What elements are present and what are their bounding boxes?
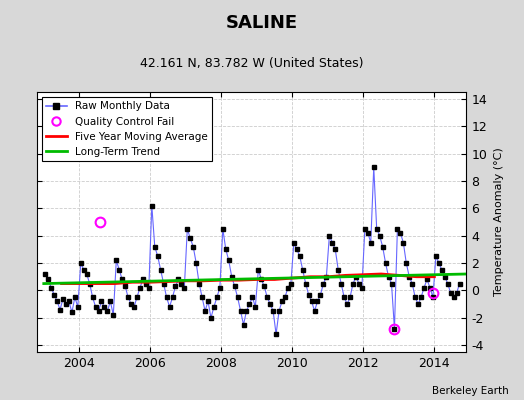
Text: Berkeley Earth: Berkeley Earth (432, 386, 508, 396)
Title: 42.161 N, 83.782 W (United States): 42.161 N, 83.782 W (United States) (140, 57, 363, 70)
Text: SALINE: SALINE (226, 14, 298, 32)
Legend: Raw Monthly Data, Quality Control Fail, Five Year Moving Average, Long-Term Tren: Raw Monthly Data, Quality Control Fail, … (42, 97, 212, 161)
Y-axis label: Temperature Anomaly (°C): Temperature Anomaly (°C) (494, 148, 504, 296)
